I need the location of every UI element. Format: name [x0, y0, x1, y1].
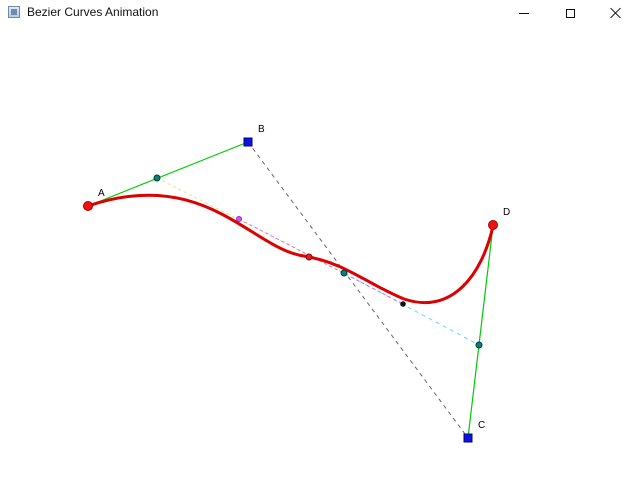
close-button[interactable] [593, 0, 630, 26]
minimize-icon [519, 12, 529, 14]
lerp-point-ab [153, 174, 161, 182]
close-icon [610, 7, 622, 19]
window-title: Bezier Curves Animation [27, 5, 159, 19]
point-a[interactable] [83, 201, 93, 211]
bezier-canvas[interactable]: A B C D [0, 26, 630, 497]
curve-point-black [400, 301, 406, 307]
lerp-point-center [340, 269, 348, 277]
maximize-icon [565, 8, 575, 18]
point-d[interactable] [488, 220, 498, 230]
label-a: A [98, 188, 105, 199]
bezier-drawing: A B C D [83, 124, 510, 443]
control-line-c-d [467, 225, 494, 439]
label-b: B [258, 124, 265, 135]
app-icon [8, 6, 20, 18]
label-c: C [478, 420, 485, 431]
lerp-point-cd [475, 341, 483, 349]
bezier-curve [86, 193, 495, 305]
control-line-a-b [87, 141, 249, 207]
maximize-button[interactable] [547, 0, 593, 26]
guide-line-cyan [343, 272, 480, 346]
curve-point-red [305, 253, 313, 261]
point-b[interactable] [243, 137, 253, 147]
minimize-button[interactable] [501, 0, 547, 26]
curve-point-purple [236, 216, 242, 222]
guide-line-b-c [247, 141, 469, 439]
guide-line-magenta [238, 218, 404, 305]
label-d: D [503, 207, 510, 218]
title-bar[interactable]: Bezier Curves Animation [0, 0, 630, 26]
point-c[interactable] [463, 433, 473, 443]
